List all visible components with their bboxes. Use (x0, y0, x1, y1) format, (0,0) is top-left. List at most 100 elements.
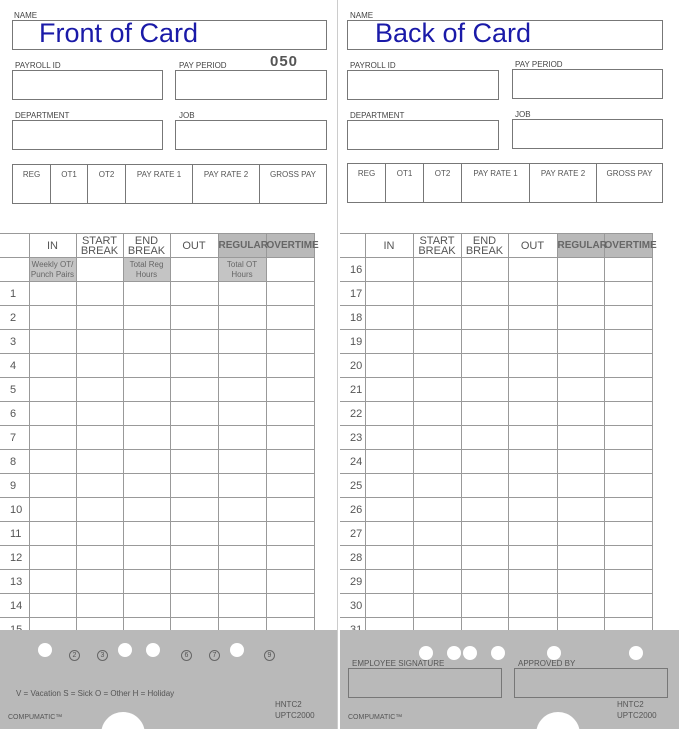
time-cell-in[interactable] (364, 353, 414, 378)
time-cell-regular[interactable] (556, 545, 605, 570)
time-cell-start-break[interactable] (75, 353, 124, 378)
summary-reg[interactable]: REG (348, 164, 386, 202)
time-cell-end-break[interactable] (122, 353, 171, 378)
time-cell-out[interactable] (169, 569, 219, 594)
time-cell-end-break[interactable] (460, 353, 509, 378)
time-cell-regular[interactable] (217, 305, 267, 330)
time-cell-end-break[interactable] (122, 497, 171, 522)
department-field[interactable] (12, 120, 163, 150)
summary-pay-rate-1[interactable]: PAY RATE 1 (126, 165, 193, 203)
time-cell-end-break[interactable] (460, 377, 509, 402)
time-cell-regular[interactable] (217, 473, 267, 498)
time-cell-overtime[interactable] (265, 353, 315, 378)
time-cell-start-break[interactable] (412, 593, 462, 618)
time-cell-regular[interactable] (217, 329, 267, 354)
time-cell-end-break[interactable] (460, 449, 509, 474)
time-cell-end-break[interactable] (122, 449, 171, 474)
time-cell-start-break[interactable] (412, 353, 462, 378)
time-cell-out[interactable] (507, 497, 558, 522)
time-cell-end-break[interactable] (122, 569, 171, 594)
time-cell-in[interactable] (28, 473, 77, 498)
time-cell-regular[interactable] (217, 377, 267, 402)
time-cell-start-break[interactable] (75, 473, 124, 498)
signature-field[interactable] (348, 668, 502, 698)
time-cell-in[interactable] (28, 425, 77, 450)
time-cell-in[interactable] (364, 473, 414, 498)
time-cell-regular[interactable] (556, 257, 605, 282)
time-cell-out[interactable] (169, 305, 219, 330)
time-cell-in[interactable] (364, 257, 414, 282)
time-cell-in[interactable] (28, 353, 77, 378)
time-cell-overtime[interactable] (603, 377, 653, 402)
time-cell-regular[interactable] (556, 425, 605, 450)
time-cell-overtime[interactable] (603, 521, 653, 546)
time-cell-start-break[interactable] (75, 401, 124, 426)
time-cell-end-break[interactable] (460, 521, 509, 546)
time-cell-end-break[interactable] (460, 425, 509, 450)
department-field[interactable] (347, 120, 499, 150)
time-cell-regular[interactable] (217, 545, 267, 570)
time-cell-start-break[interactable] (412, 281, 462, 306)
time-cell-regular[interactable] (556, 281, 605, 306)
time-cell-end-break[interactable] (460, 305, 509, 330)
time-cell-start-break[interactable] (412, 473, 462, 498)
time-cell-start-break[interactable] (412, 545, 462, 570)
time-cell-start-break[interactable] (412, 401, 462, 426)
time-cell-start-break[interactable] (412, 569, 462, 594)
time-cell-regular[interactable] (217, 593, 267, 618)
summary-ot2[interactable]: OT2 (88, 165, 126, 203)
time-cell-out[interactable] (169, 473, 219, 498)
time-cell-out[interactable] (169, 593, 219, 618)
time-cell-start-break[interactable] (75, 305, 124, 330)
time-cell-overtime[interactable] (603, 425, 653, 450)
time-cell-out[interactable] (507, 521, 558, 546)
time-cell-out[interactable] (507, 593, 558, 618)
summary-reg[interactable]: REG (13, 165, 51, 203)
time-cell-regular[interactable] (217, 449, 267, 474)
time-cell-regular[interactable] (556, 329, 605, 354)
time-cell-out[interactable] (507, 473, 558, 498)
time-cell-regular[interactable] (556, 449, 605, 474)
time-cell-out[interactable] (507, 401, 558, 426)
time-cell-start-break[interactable] (412, 329, 462, 354)
time-cell-regular[interactable] (217, 281, 267, 306)
time-cell-end-break[interactable] (122, 425, 171, 450)
pay-period-field[interactable] (512, 69, 663, 99)
summary-gross-pay[interactable]: GROSS PAY (270, 170, 316, 179)
time-cell-regular[interactable] (556, 305, 605, 330)
payroll-id-field[interactable] (347, 70, 499, 100)
time-cell-end-break[interactable] (460, 545, 509, 570)
time-cell-end-break[interactable] (122, 401, 171, 426)
time-cell-end-break[interactable] (122, 473, 171, 498)
time-cell-end-break[interactable] (122, 281, 171, 306)
time-cell-in[interactable] (28, 281, 77, 306)
time-cell-regular[interactable] (556, 473, 605, 498)
time-cell-overtime[interactable] (265, 281, 315, 306)
time-cell-out[interactable] (507, 425, 558, 450)
time-cell-end-break[interactable] (122, 305, 171, 330)
name-field[interactable] (347, 20, 663, 50)
time-cell-in[interactable] (364, 377, 414, 402)
time-cell-in[interactable] (364, 545, 414, 570)
time-cell-in[interactable] (28, 545, 77, 570)
time-cell-out[interactable] (507, 329, 558, 354)
time-cell-in[interactable] (28, 305, 77, 330)
time-cell-out[interactable] (507, 305, 558, 330)
time-cell-in[interactable] (28, 401, 77, 426)
time-cell-in[interactable] (364, 521, 414, 546)
time-cell-start-break[interactable] (412, 521, 462, 546)
time-cell-in[interactable] (364, 449, 414, 474)
payroll-id-field[interactable] (12, 70, 163, 100)
time-cell-regular[interactable] (556, 377, 605, 402)
time-cell-overtime[interactable] (265, 473, 315, 498)
time-cell-in[interactable] (28, 593, 77, 618)
time-cell-out[interactable] (507, 377, 558, 402)
summary-ot1[interactable]: OT1 (51, 165, 88, 203)
summary-pay-rate-2[interactable]: PAY RATE 2 (193, 165, 260, 203)
time-cell-in[interactable] (28, 329, 77, 354)
time-cell-start-break[interactable] (75, 449, 124, 474)
time-cell-end-break[interactable] (122, 545, 171, 570)
time-cell-overtime[interactable] (603, 329, 653, 354)
name-field[interactable] (12, 20, 327, 50)
time-cell-overtime[interactable] (265, 593, 315, 618)
